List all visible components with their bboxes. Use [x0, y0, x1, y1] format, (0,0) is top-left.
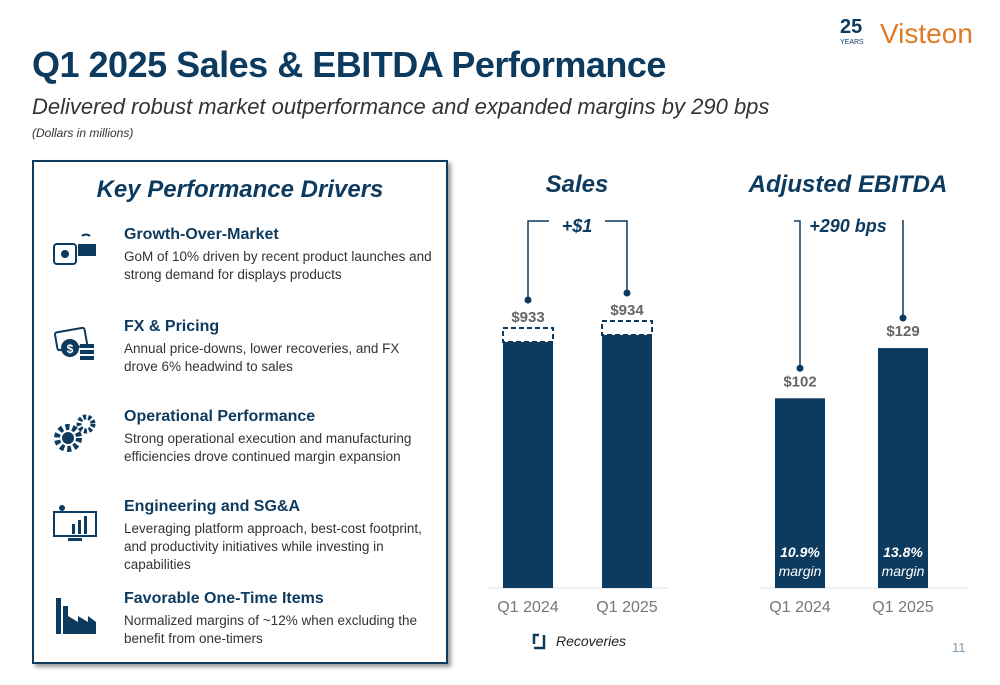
- logo-brand: Visteon: [880, 18, 973, 49]
- x-tick-label: Q1 2024: [769, 599, 830, 616]
- driver-heading: Favorable One-Time Items: [124, 590, 324, 607]
- driver-text: Normalized margins of ~12% when excludin…: [124, 613, 418, 646]
- driver-item: Operational Performance Strong operation…: [34, 408, 444, 488]
- change-annotation: +$1: [562, 216, 593, 236]
- margin-value: 13.8%: [883, 544, 923, 560]
- driver-text: Strong operational execution and manufac…: [124, 431, 412, 464]
- connector-line: [605, 220, 628, 293]
- data-label: $102: [783, 373, 816, 390]
- units-note: (Dollars in millions): [32, 126, 134, 140]
- driver-item: Favorable One-Time Items Normalized marg…: [34, 590, 444, 670]
- visteon-logo: 25 YEARS Visteon: [838, 16, 983, 60]
- bar: [775, 398, 825, 588]
- page-number: 11: [952, 640, 966, 655]
- chart-title: Sales: [546, 171, 609, 198]
- driver-heading: Engineering and SG&A: [124, 498, 301, 515]
- page-title: Q1 2025 Sales & EBITDA Performance: [32, 44, 666, 85]
- data-label: $933: [511, 309, 544, 326]
- key-drivers-panel: Key Performance Drivers Growth-Over-Mark…: [32, 160, 448, 664]
- data-label: $129: [886, 323, 919, 340]
- recoveries-segment: [502, 327, 554, 343]
- driver-heading: Growth-Over-Market: [124, 226, 279, 243]
- money-icon: $: [52, 324, 98, 364]
- recoveries-legend-icon: [532, 633, 546, 650]
- panel-title: Key Performance Drivers: [96, 176, 384, 203]
- driver-text: Annual price-downs, lower recoveries, an…: [124, 341, 400, 374]
- car-display-icon: [52, 232, 98, 272]
- connector-line: [794, 220, 801, 369]
- x-tick-label: Q1 2024: [497, 599, 558, 616]
- data-label: $934: [610, 302, 644, 319]
- driver-item: Growth-Over-Market GoM of 10% driven by …: [34, 226, 444, 306]
- margin-value: 10.9%: [780, 544, 820, 560]
- margin-label: margin: [882, 563, 925, 579]
- monitor-chart-icon: [52, 504, 98, 544]
- gears-icon: [52, 414, 98, 454]
- driver-heading: FX & Pricing: [124, 318, 220, 335]
- svg-text:$: $: [67, 342, 74, 356]
- page-subtitle: Delivered robust market outperformance a…: [32, 94, 770, 119]
- connector-line: [902, 220, 904, 319]
- driver-heading: Operational Performance: [124, 408, 316, 425]
- factory-icon: [52, 596, 98, 636]
- bar: [602, 333, 652, 588]
- x-tick-label: Q1 2025: [596, 599, 657, 616]
- driver-item: $ FX & Pricing Annual price-downs, lower…: [34, 318, 444, 398]
- chart-title: Adjusted EBITDA: [748, 171, 948, 198]
- legend-label: Recoveries: [556, 633, 626, 649]
- driver-item: Engineering and SG&A Leveraging platform…: [34, 498, 444, 578]
- recoveries-segment: [601, 320, 653, 336]
- connector-line: [527, 220, 549, 300]
- margin-label: margin: [779, 563, 822, 579]
- bar: [878, 348, 928, 588]
- bar: [503, 340, 553, 588]
- logo-years: 25: [840, 16, 863, 38]
- change-annotation: +290 bps: [809, 216, 887, 236]
- logo-years-label: YEARS: [840, 39, 864, 46]
- driver-text: Leveraging platform approach, best-cost …: [124, 521, 422, 572]
- driver-text: GoM of 10% driven by recent product laun…: [124, 249, 432, 282]
- x-tick-label: Q1 2025: [872, 599, 933, 616]
